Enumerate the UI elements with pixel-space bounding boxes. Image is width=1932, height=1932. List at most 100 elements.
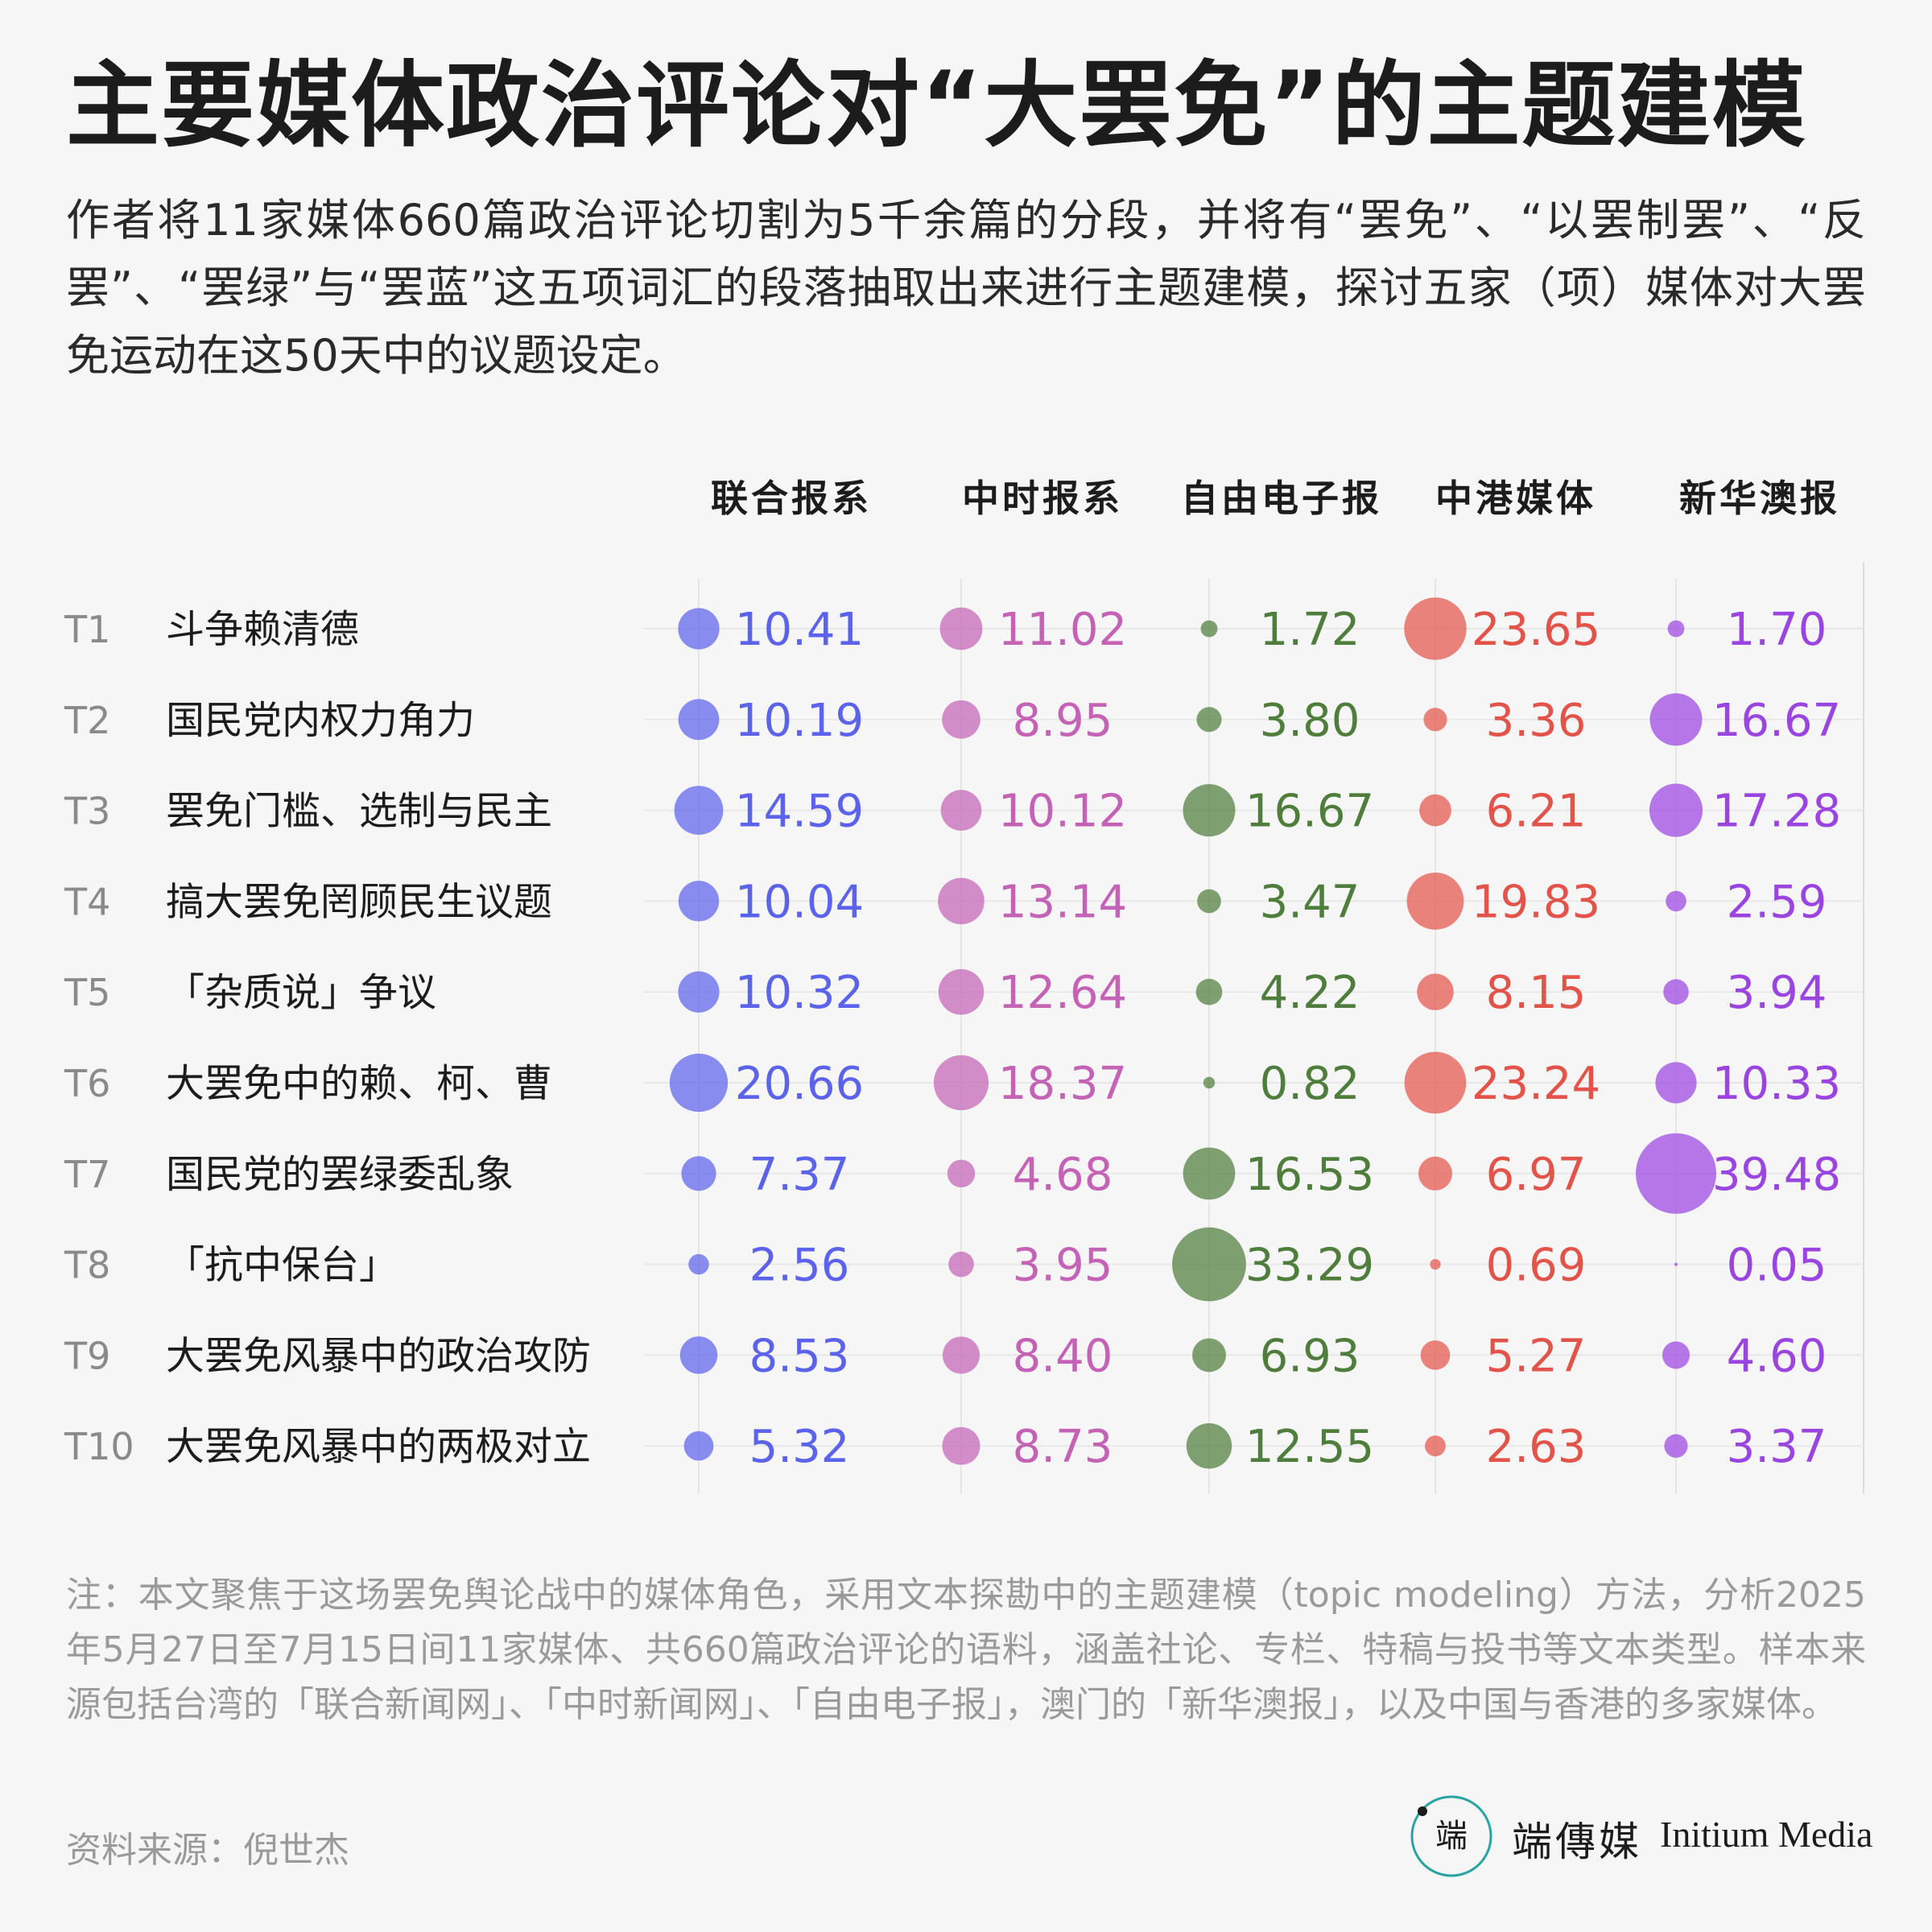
value-label-T6-col1: 20.66 xyxy=(735,1058,864,1110)
value-label-T9-col1: 8.53 xyxy=(749,1330,850,1382)
initium-logo-icon: 端 xyxy=(1410,1795,1492,1877)
bubble-T5-col5 xyxy=(1663,979,1689,1005)
bubble-T2-col1 xyxy=(678,699,720,741)
value-label-T7-col1: 7.37 xyxy=(749,1149,850,1201)
value-label-T10-col4: 2.63 xyxy=(1486,1421,1587,1473)
value-label-T7-col2: 4.68 xyxy=(1013,1149,1113,1201)
bubble-T1-col4 xyxy=(1404,597,1467,660)
row-id-label: T3 xyxy=(64,790,110,833)
bubble-T3-col2 xyxy=(940,790,982,831)
row-id-label: T2 xyxy=(64,699,110,742)
bubble-T5-col2 xyxy=(938,968,985,1015)
footnote: 注：本文聚焦于这场罢免舆论战中的媒体角色，采用文本探勘中的主题建模（topic … xyxy=(66,1575,1866,1725)
value-label-T10-col2: 8.73 xyxy=(1013,1421,1113,1473)
value-label-T7-col5: 39.48 xyxy=(1712,1149,1841,1201)
bubble-T6-col2 xyxy=(933,1055,989,1111)
column-header-2: 中时报系 xyxy=(962,477,1123,520)
bubble-T5-col3 xyxy=(1195,978,1223,1005)
bubble-T2-col3 xyxy=(1196,707,1222,733)
column-header-4: 中港媒体 xyxy=(1435,477,1596,520)
value-label-T6-col3: 0.82 xyxy=(1260,1058,1360,1110)
bubble-T3-col3 xyxy=(1183,784,1236,837)
value-label-T3-col4: 6.21 xyxy=(1486,786,1587,838)
bubble-T8-col1 xyxy=(688,1253,709,1275)
bubble-T7-col3 xyxy=(1183,1147,1236,1200)
bubble-T6-col4 xyxy=(1404,1051,1467,1114)
bubble-T5-col4 xyxy=(1417,973,1454,1010)
bubble-T9-col3 xyxy=(1192,1338,1226,1373)
value-label-T5-col4: 8.15 xyxy=(1486,967,1587,1019)
value-label-T8-col5: 0.05 xyxy=(1727,1240,1827,1292)
row-id-label: T1 xyxy=(64,608,110,651)
bubble-T1-col2 xyxy=(939,607,983,650)
value-label-T6-col2: 18.37 xyxy=(998,1058,1127,1110)
row-topic-label: 大罢免中的赖、柯、曹 xyxy=(166,1061,552,1106)
row-topic-label: 斗争赖清德 xyxy=(166,607,359,652)
source-credit: 资料来源：倪世杰 xyxy=(66,1830,349,1871)
bubble-T7-col4 xyxy=(1418,1156,1453,1191)
bubble-T6-col1 xyxy=(669,1053,729,1113)
bubble-T8-col3 xyxy=(1172,1227,1246,1302)
value-label-T3-col3: 16.67 xyxy=(1245,786,1374,838)
bubble-T3-col5 xyxy=(1649,783,1703,837)
bubble-T1-col1 xyxy=(678,608,720,650)
row-T8: T8 「抗中保台」 2.56 3.95 33.29 0.69 0.05 xyxy=(64,1227,1827,1302)
bubble-T9-col1 xyxy=(679,1336,718,1374)
value-label-T5-col3: 4.22 xyxy=(1260,967,1360,1019)
bubble-T7-col5 xyxy=(1636,1133,1716,1214)
value-label-T5-col5: 3.94 xyxy=(1727,967,1827,1019)
value-label-T2-col4: 3.36 xyxy=(1486,695,1587,747)
value-label-T4-col3: 3.47 xyxy=(1260,876,1360,928)
row-topic-label: 国民党内权力角力 xyxy=(166,698,475,743)
row-id-label: T4 xyxy=(64,880,110,923)
value-label-T5-col1: 10.32 xyxy=(735,967,864,1019)
value-label-T9-col3: 6.93 xyxy=(1260,1330,1360,1382)
page-title: 主要媒体政治评论对“大罢免”的主题建模 xyxy=(66,52,1807,160)
column-header-1: 联合报系 xyxy=(711,477,872,520)
value-label-T4-col4: 19.83 xyxy=(1472,876,1600,928)
row-topic-label: 「杂质说」争议 xyxy=(166,970,436,1015)
bubble-T10-col1 xyxy=(683,1430,714,1461)
bubble-T10-col3 xyxy=(1186,1423,1232,1469)
brand-name-en: Initium Media xyxy=(1660,1814,1873,1855)
bubble-T1-col5 xyxy=(1667,620,1685,638)
bubble-chart: 联合报系 中时报系 自由电子报 中港媒体 新华澳报 T1 斗争赖清德 10.41 11.02 1.… xyxy=(64,477,1864,1494)
bubble-T10-col5 xyxy=(1664,1434,1688,1458)
column-header-3: 自由电子报 xyxy=(1181,477,1382,520)
row-topic-label: 大罢免风暴中的两极对立 xyxy=(166,1424,591,1469)
value-label-T8-col1: 2.56 xyxy=(749,1240,850,1292)
row-T3: T3 罢免门槛、选制与民主 14.59 10.12 16.67 6.21 17.28 xyxy=(64,783,1841,838)
value-label-T8-col3: 33.29 xyxy=(1245,1240,1374,1292)
bubble-T4-col1 xyxy=(678,881,720,922)
brand-name-cn: 端傳媒 xyxy=(1512,1818,1642,1865)
row-topic-label: 搞大罢免罔顾民生议题 xyxy=(166,879,552,924)
logo-glyph: 端 xyxy=(1435,1818,1468,1855)
bubble-T10-col4 xyxy=(1425,1435,1446,1457)
value-label-T8-col4: 0.69 xyxy=(1486,1240,1587,1292)
value-label-T1-col5: 1.70 xyxy=(1727,604,1827,656)
row-T7: T7 国民党的罢绿委乱象 7.37 4.68 16.53 6.97 39.48 xyxy=(64,1133,1841,1214)
value-label-T9-col5: 4.60 xyxy=(1727,1330,1827,1382)
value-label-T3-col5: 17.28 xyxy=(1712,786,1841,838)
value-label-T9-col4: 5.27 xyxy=(1486,1330,1587,1382)
value-label-T4-col1: 10.04 xyxy=(735,876,864,928)
value-label-T6-col4: 23.24 xyxy=(1472,1058,1600,1110)
value-label-T6-col5: 10.33 xyxy=(1712,1058,1841,1110)
value-label-T7-col3: 16.53 xyxy=(1245,1149,1374,1201)
row-topic-label: 罢免门槛、选制与民主 xyxy=(166,789,552,834)
row-id-label: T10 xyxy=(64,1425,134,1468)
bubble-T6-col5 xyxy=(1655,1062,1697,1104)
value-label-T5-col2: 12.64 xyxy=(998,967,1127,1019)
bubble-T7-col2 xyxy=(947,1159,976,1188)
row-id-label: T6 xyxy=(64,1062,110,1105)
bubble-T9-col4 xyxy=(1420,1340,1451,1370)
value-label-T1-col2: 11.02 xyxy=(998,604,1127,656)
bubble-T1-col3 xyxy=(1200,620,1218,638)
bubble-T2-col4 xyxy=(1423,708,1447,732)
row-id-label: T9 xyxy=(64,1334,110,1377)
row-id-label: T7 xyxy=(64,1153,110,1196)
row-T6: T6 大罢免中的赖、柯、曹 20.66 18.37 0.82 23.24 10.33 xyxy=(64,1051,1841,1114)
value-label-T7-col4: 6.97 xyxy=(1486,1149,1587,1201)
bubble-T2-col2 xyxy=(942,700,980,739)
bubble-T4-col3 xyxy=(1197,889,1221,914)
